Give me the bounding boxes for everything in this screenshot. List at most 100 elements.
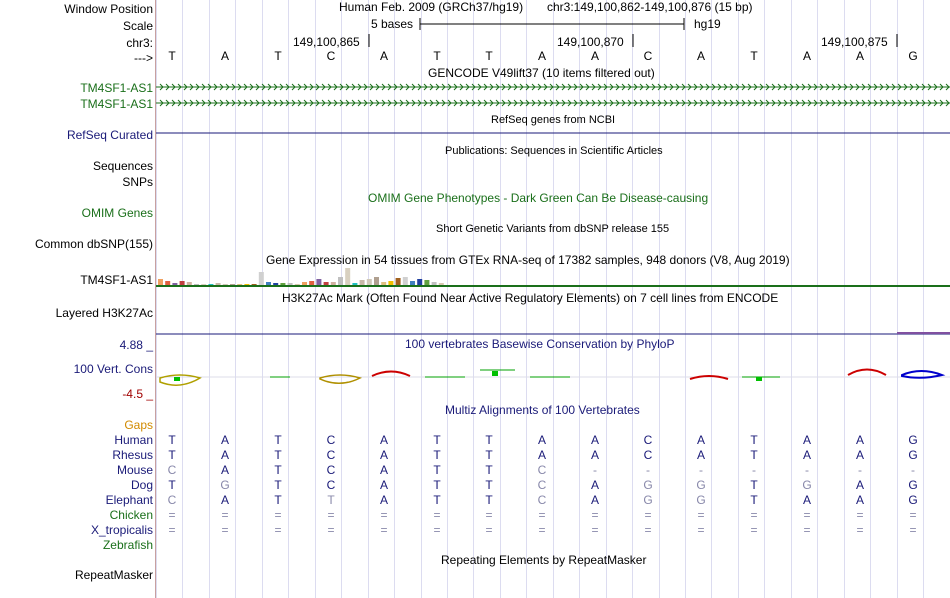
alignment-base: C: [643, 448, 653, 462]
snps-track-label[interactable]: SNPs: [122, 175, 153, 189]
refseq-track-label[interactable]: RefSeq Curated: [66, 128, 153, 142]
alignment-base: T: [274, 448, 282, 462]
alignment-base: =: [803, 508, 811, 522]
refseq-track-title: RefSeq genes from NCBI: [491, 114, 616, 126]
gtex-tissue-bar[interactable]: [388, 281, 394, 285]
alignment-base: A: [590, 493, 599, 507]
gtex-tissue-bar[interactable]: [186, 282, 192, 285]
gtex-tissue-bar[interactable]: [287, 283, 293, 285]
alignment-base: T: [750, 493, 758, 507]
alignment-base: =: [380, 508, 388, 522]
alignment-base: =: [591, 508, 599, 522]
gtex-track-title: Gene Expression in 54 tissues from GTEx …: [266, 253, 790, 267]
gtex-tissue-bar[interactable]: [309, 281, 315, 285]
gtex-tissue-bar[interactable]: [222, 284, 228, 285]
gtex-tissue-bar[interactable]: [381, 282, 387, 285]
gtex-tissue-bar[interactable]: [366, 279, 372, 285]
alignment-base: T: [433, 493, 441, 507]
alignment-base: C: [167, 493, 177, 507]
alignment-base: =: [327, 508, 335, 522]
sequence-base: G: [908, 49, 918, 63]
gtex-tissue-bar[interactable]: [258, 272, 264, 285]
alignment-base: -: [593, 463, 597, 477]
gridline: [685, 0, 686, 598]
gtex-tissue-bar[interactable]: [165, 281, 171, 285]
gtex-tissue-bar[interactable]: [237, 284, 243, 285]
alignment-base: =: [644, 523, 652, 537]
gtex-tissue-bar[interactable]: [431, 282, 437, 285]
gtex-tissue-bar[interactable]: [215, 283, 221, 285]
gtex-tissue-bar[interactable]: [424, 280, 430, 285]
gtex-tissue-bar[interactable]: [280, 283, 286, 285]
gtex-tissue-bar[interactable]: [302, 282, 307, 285]
sequence-base: A: [590, 49, 599, 63]
gencode-item-label-2[interactable]: TM4SF1-AS1: [80, 97, 153, 111]
gtex-tissue-bar[interactable]: [417, 279, 423, 285]
gtex-tissue-bar[interactable]: [395, 278, 401, 285]
gtex-tissue-bar[interactable]: [330, 282, 336, 285]
alignment-base: A: [220, 448, 229, 462]
phylop-logo-base-4: [319, 374, 363, 384]
gtex-tissue-bar[interactable]: [158, 279, 163, 285]
phylop-logo-base-11: [689, 375, 729, 380]
gtex-tissue-bar[interactable]: [410, 281, 415, 285]
gencode-track-title: GENCODE V49lift37 (10 items filtered out…: [428, 66, 655, 80]
gtex-tissue-bar[interactable]: [244, 284, 250, 285]
alignment-base: T: [327, 493, 335, 507]
alignment-base: =: [221, 523, 229, 537]
gtex-tissue-bar[interactable]: [251, 284, 257, 285]
repeatmasker-track-title: Repeating Elements by RepeatMasker: [441, 553, 647, 567]
gencode-transcript-2-chevrons: [159, 99, 950, 107]
gtex-tissue-bar[interactable]: [172, 283, 178, 285]
gtex-tissue-bar[interactable]: [294, 284, 300, 285]
alignment-base: T: [168, 433, 176, 447]
gtex-tissue-bar[interactable]: [438, 283, 444, 285]
alignment-base: =: [803, 523, 811, 537]
gridline: [315, 0, 316, 598]
gtex-tissue-bar[interactable]: [194, 284, 199, 285]
alignment-base: T: [485, 478, 493, 492]
coord-label-3: 149,100,875: [821, 35, 888, 49]
alignment-base: T: [750, 448, 758, 462]
omim-track-label[interactable]: OMIM Genes: [81, 206, 153, 220]
gtex-tissue-bar[interactable]: [374, 277, 379, 285]
alignment-base: T: [750, 433, 758, 447]
gtex-tissue-bar[interactable]: [402, 277, 408, 285]
gtex-tissue-bar[interactable]: [345, 268, 351, 285]
gencode-item-label-1[interactable]: TM4SF1-AS1: [80, 81, 153, 95]
chr-label: chr3:: [126, 36, 153, 50]
gtex-expression-bars[interactable]: [158, 268, 444, 285]
gtex-track-label[interactable]: TM4SF1-AS1: [80, 273, 153, 287]
gencode-transcript-2[interactable]: [156, 99, 950, 107]
gtex-tissue-bar[interactable]: [273, 283, 279, 285]
window-position-label: Window Position: [64, 2, 153, 16]
alignment-base: =: [909, 523, 917, 537]
sequences-track-label[interactable]: Sequences: [92, 159, 153, 173]
phylop-track-label[interactable]: 100 Vert. Cons: [73, 362, 153, 376]
gtex-tissue-bar[interactable]: [266, 282, 271, 285]
gtex-tissue-bar[interactable]: [201, 284, 207, 285]
alignment-base: T: [750, 478, 758, 492]
alignment-base: =: [697, 508, 705, 522]
dbsnp-track-label[interactable]: Common dbSNP(155): [34, 237, 153, 251]
gtex-tissue-bar[interactable]: [208, 284, 214, 285]
alignment-base: C: [326, 478, 336, 492]
h3k27ac-track-label[interactable]: Layered H3K27Ac: [55, 306, 153, 320]
gaps-label: Gaps: [124, 418, 153, 432]
gtex-tissue-bar[interactable]: [338, 277, 343, 285]
repeatmasker-track-label[interactable]: RepeatMasker: [74, 568, 153, 582]
gtex-tissue-bar[interactable]: [316, 279, 322, 285]
gtex-tissue-bar[interactable]: [359, 280, 365, 285]
gtex-tissue-bar[interactable]: [179, 281, 185, 285]
alignment-base: A: [379, 433, 388, 447]
phylop-conservation-plot[interactable]: [156, 368, 950, 386]
gtex-tissue-bar[interactable]: [352, 283, 358, 285]
gtex-tissue-bar[interactable]: [323, 282, 329, 285]
gencode-transcript-1[interactable]: [156, 83, 950, 91]
alignment-base: =: [380, 523, 388, 537]
gtex-tissue-bar[interactable]: [230, 284, 235, 285]
sequence-base: A: [220, 49, 229, 63]
phylop-logo-base-14: [847, 368, 887, 376]
